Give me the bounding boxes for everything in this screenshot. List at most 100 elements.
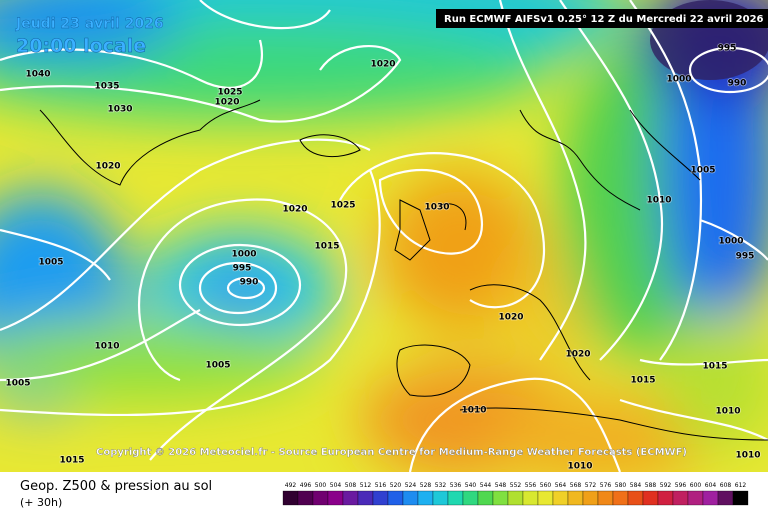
scale-label: 536 xyxy=(450,482,462,489)
scale-label: 544 xyxy=(480,482,492,489)
scale-label: 612 xyxy=(735,482,747,489)
isobars xyxy=(0,0,768,472)
isobar-label: 1010 xyxy=(567,462,592,472)
scale-swatch xyxy=(342,490,359,506)
scale-swatch xyxy=(612,490,629,506)
isobar-label: 1015 xyxy=(630,376,655,386)
isobar-label: 995 xyxy=(736,252,755,262)
isobar-label: 1005 xyxy=(690,166,715,176)
scale-swatch xyxy=(552,490,569,506)
scale-label: 552 xyxy=(510,482,522,489)
isobar-label: 1010 xyxy=(735,451,760,461)
scale-swatch xyxy=(282,490,299,506)
scale-label: 572 xyxy=(585,482,597,489)
isobar-label: 1015 xyxy=(702,362,727,372)
isobar-label: 1000 xyxy=(666,75,691,85)
scale-label: 604 xyxy=(705,482,717,489)
scale-swatch xyxy=(687,490,704,506)
isobar-label: 1010 xyxy=(461,406,486,416)
scale-label: 588 xyxy=(645,482,657,489)
copyright: Copyright © 2026 Meteociel.fr - Source E… xyxy=(96,447,687,458)
legend-subtitle: (+ 30h) xyxy=(20,496,62,509)
isobar-label: 1025 xyxy=(330,201,355,211)
isobar-label: 1010 xyxy=(94,342,119,352)
scale-swatch xyxy=(357,490,374,506)
isobar-label: 1010 xyxy=(646,196,671,206)
scale-label: 556 xyxy=(525,482,537,489)
scale-swatch xyxy=(732,490,749,506)
scale-swatch xyxy=(417,490,434,506)
scale-label: 500 xyxy=(315,482,327,489)
scale-label: 600 xyxy=(690,482,702,489)
isobar-label: 1010 xyxy=(715,407,740,417)
isobar-label: 1015 xyxy=(59,456,84,466)
isobar-label: 995 xyxy=(233,264,252,274)
field-colors xyxy=(0,0,768,472)
scale-label: 576 xyxy=(600,482,612,489)
isobar-label: 1005 xyxy=(5,379,30,389)
scale-label: 608 xyxy=(720,482,732,489)
forecast-date: Jeudi 23 avril 2026 xyxy=(15,16,164,32)
isobar-label: 990 xyxy=(728,79,747,89)
scale-label: 596 xyxy=(675,482,687,489)
isobar-label: 990 xyxy=(240,278,259,288)
scale-swatch xyxy=(717,490,734,506)
scale-label: 540 xyxy=(465,482,477,489)
isobar-label: 1020 xyxy=(498,313,523,323)
scale-swatch xyxy=(507,490,524,506)
isobar-label: 1020 xyxy=(282,205,307,215)
scale-swatch xyxy=(492,490,509,506)
scale-label: 532 xyxy=(435,482,447,489)
scale-label: 564 xyxy=(555,482,567,489)
scale-swatch xyxy=(657,490,674,506)
scale-label: 528 xyxy=(420,482,432,489)
forecast-time: 20:00 locale xyxy=(16,35,146,57)
isobar-label: 1030 xyxy=(107,105,132,115)
scale-swatch xyxy=(642,490,659,506)
scale-swatch xyxy=(537,490,554,506)
scale-label: 504 xyxy=(330,482,342,489)
scale-label: 516 xyxy=(375,482,387,489)
scale-label: 512 xyxy=(360,482,372,489)
scale-label: 580 xyxy=(615,482,627,489)
scale-swatch xyxy=(597,490,614,506)
scale-swatch xyxy=(432,490,449,506)
isobar-label: 1040 xyxy=(25,70,50,80)
scale-label: 508 xyxy=(345,482,357,489)
isobar-label: 1005 xyxy=(205,361,230,371)
scale-swatch xyxy=(402,490,419,506)
scale-label: 496 xyxy=(300,482,312,489)
scale-swatch xyxy=(477,490,494,506)
scale-swatch xyxy=(297,490,314,506)
isobar-label: 1035 xyxy=(94,82,119,92)
scale-swatch xyxy=(627,490,644,506)
isobar-label: 1020 xyxy=(370,60,395,70)
isobar-label: 1005 xyxy=(38,258,63,268)
scale-label: 548 xyxy=(495,482,507,489)
scale-swatch xyxy=(447,490,464,506)
scale-label: 592 xyxy=(660,482,672,489)
scale-label: 520 xyxy=(390,482,402,489)
isobar-label: 1000 xyxy=(718,237,743,247)
coastlines xyxy=(39,99,768,441)
scale-swatch xyxy=(462,490,479,506)
isobar-label: 1020 xyxy=(95,162,120,172)
scale-label: 584 xyxy=(630,482,642,489)
isobar-label: 1025 xyxy=(217,88,242,98)
scale-swatch xyxy=(582,490,599,506)
isobar-label: 1000 xyxy=(231,250,256,260)
isobar-label: 1020 xyxy=(214,98,239,108)
isobar-label: 1020 xyxy=(565,350,590,360)
legend-title: Geop. Z500 & pression au sol xyxy=(20,479,212,494)
scale-label: 524 xyxy=(405,482,417,489)
scale-swatch xyxy=(327,490,344,506)
color-scale: 492 496 500 504 508 512 516 520 524 528 532 536 540 5… xyxy=(282,482,749,506)
scale-swatch xyxy=(672,490,689,506)
scale-swatch xyxy=(567,490,584,506)
run-box xyxy=(436,9,768,28)
run-info: Run ECMWF AIFSv1 0.25° 12 Z du Mercredi … xyxy=(444,14,764,25)
scale-swatch xyxy=(312,490,329,506)
